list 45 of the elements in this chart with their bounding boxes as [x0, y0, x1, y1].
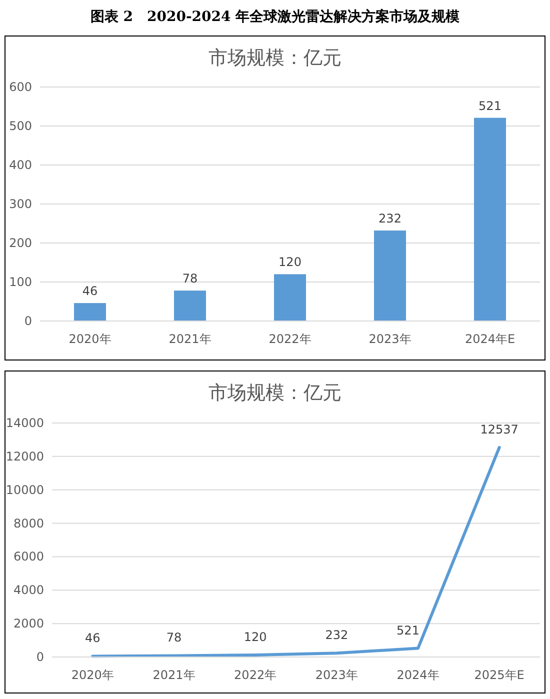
chart-subtitle: 市场规模：亿元: [208, 47, 342, 69]
y-tick-label: 10000: [6, 482, 44, 497]
y-tick-label: 300: [9, 197, 32, 211]
y-tick-label: 0: [24, 314, 32, 328]
x-tick-label: 2023年: [315, 668, 358, 682]
chart-title: 图表 2 2020-2024 年全球激光雷达解决方案市场及规模: [90, 8, 461, 25]
chart-title: 市场规模：亿元: [208, 382, 342, 404]
y-tick-label: 200: [9, 236, 32, 250]
data-label: 78: [166, 630, 182, 645]
y-tick-label: 14000: [6, 416, 44, 430]
y-tick-label: 600: [9, 80, 32, 94]
x-tick-label: 2020年: [68, 332, 112, 346]
data-label: 78: [182, 272, 198, 286]
data-label: 521: [478, 98, 502, 113]
y-tick-label: 500: [9, 119, 32, 133]
data-label: 120: [278, 255, 302, 270]
x-tick-label: 2021年: [152, 668, 196, 682]
x-tick-label: 2022年: [268, 332, 312, 346]
data-label: 120: [244, 630, 267, 644]
bar: [374, 230, 406, 321]
x-tick-label: 2024年: [396, 668, 440, 682]
y-tick-label: 100: [9, 275, 32, 289]
bar: [474, 118, 506, 321]
data-label: 232: [325, 628, 348, 642]
y-tick-label: 12000: [6, 449, 44, 464]
data-label: 46: [82, 284, 98, 298]
data-label: 232: [378, 212, 402, 226]
data-label: 46: [85, 631, 100, 646]
x-tick-label: 2020年: [71, 668, 114, 682]
x-tick-label: 2021年: [168, 332, 212, 346]
x-tick-label: 2025年E: [474, 668, 524, 682]
y-tick-label: 2000: [13, 616, 44, 631]
y-tick-label: 0: [36, 650, 44, 664]
y-tick-label: 400: [9, 158, 32, 172]
x-tick-label: 2023年: [368, 332, 412, 346]
data-label: 12537: [480, 422, 518, 436]
x-tick-label: 2024年E: [464, 332, 516, 346]
y-tick-label: 4000: [13, 583, 44, 598]
y-tick-label: 8000: [13, 516, 44, 530]
bar: [174, 290, 206, 321]
data-label: 521: [396, 623, 420, 638]
y-tick-label: 6000: [13, 550, 44, 564]
x-tick-label: 2022年: [234, 668, 277, 682]
bar: [74, 303, 106, 321]
bar: [274, 274, 306, 321]
